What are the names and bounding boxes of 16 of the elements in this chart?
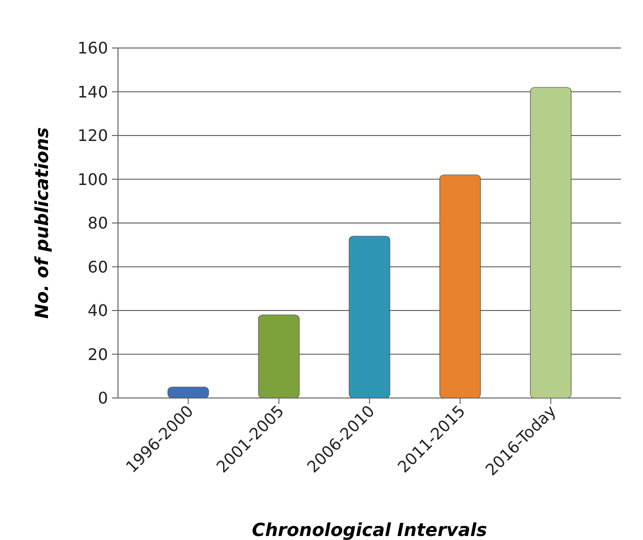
y-tick-label: 120 [77, 126, 108, 146]
y-axis-title: No. of publications [32, 127, 53, 319]
y-tick-label: 100 [77, 170, 108, 189]
x-axis-title: Chronological Intervals [252, 520, 488, 540]
y-tick-label: 40 [88, 301, 108, 320]
bar [348, 236, 390, 398]
bar [258, 314, 300, 398]
y-tick-label: 160 [77, 38, 108, 58]
y-tick-label: 140 [77, 82, 108, 102]
y-tick-label: 80 [88, 214, 108, 233]
bar [168, 386, 209, 398]
y-tick-label: 20 [88, 344, 108, 364]
bar [439, 174, 481, 398]
y-tick-label: 60 [88, 257, 108, 276]
y-tick-label: 0 [98, 388, 108, 408]
bar [530, 87, 572, 398]
